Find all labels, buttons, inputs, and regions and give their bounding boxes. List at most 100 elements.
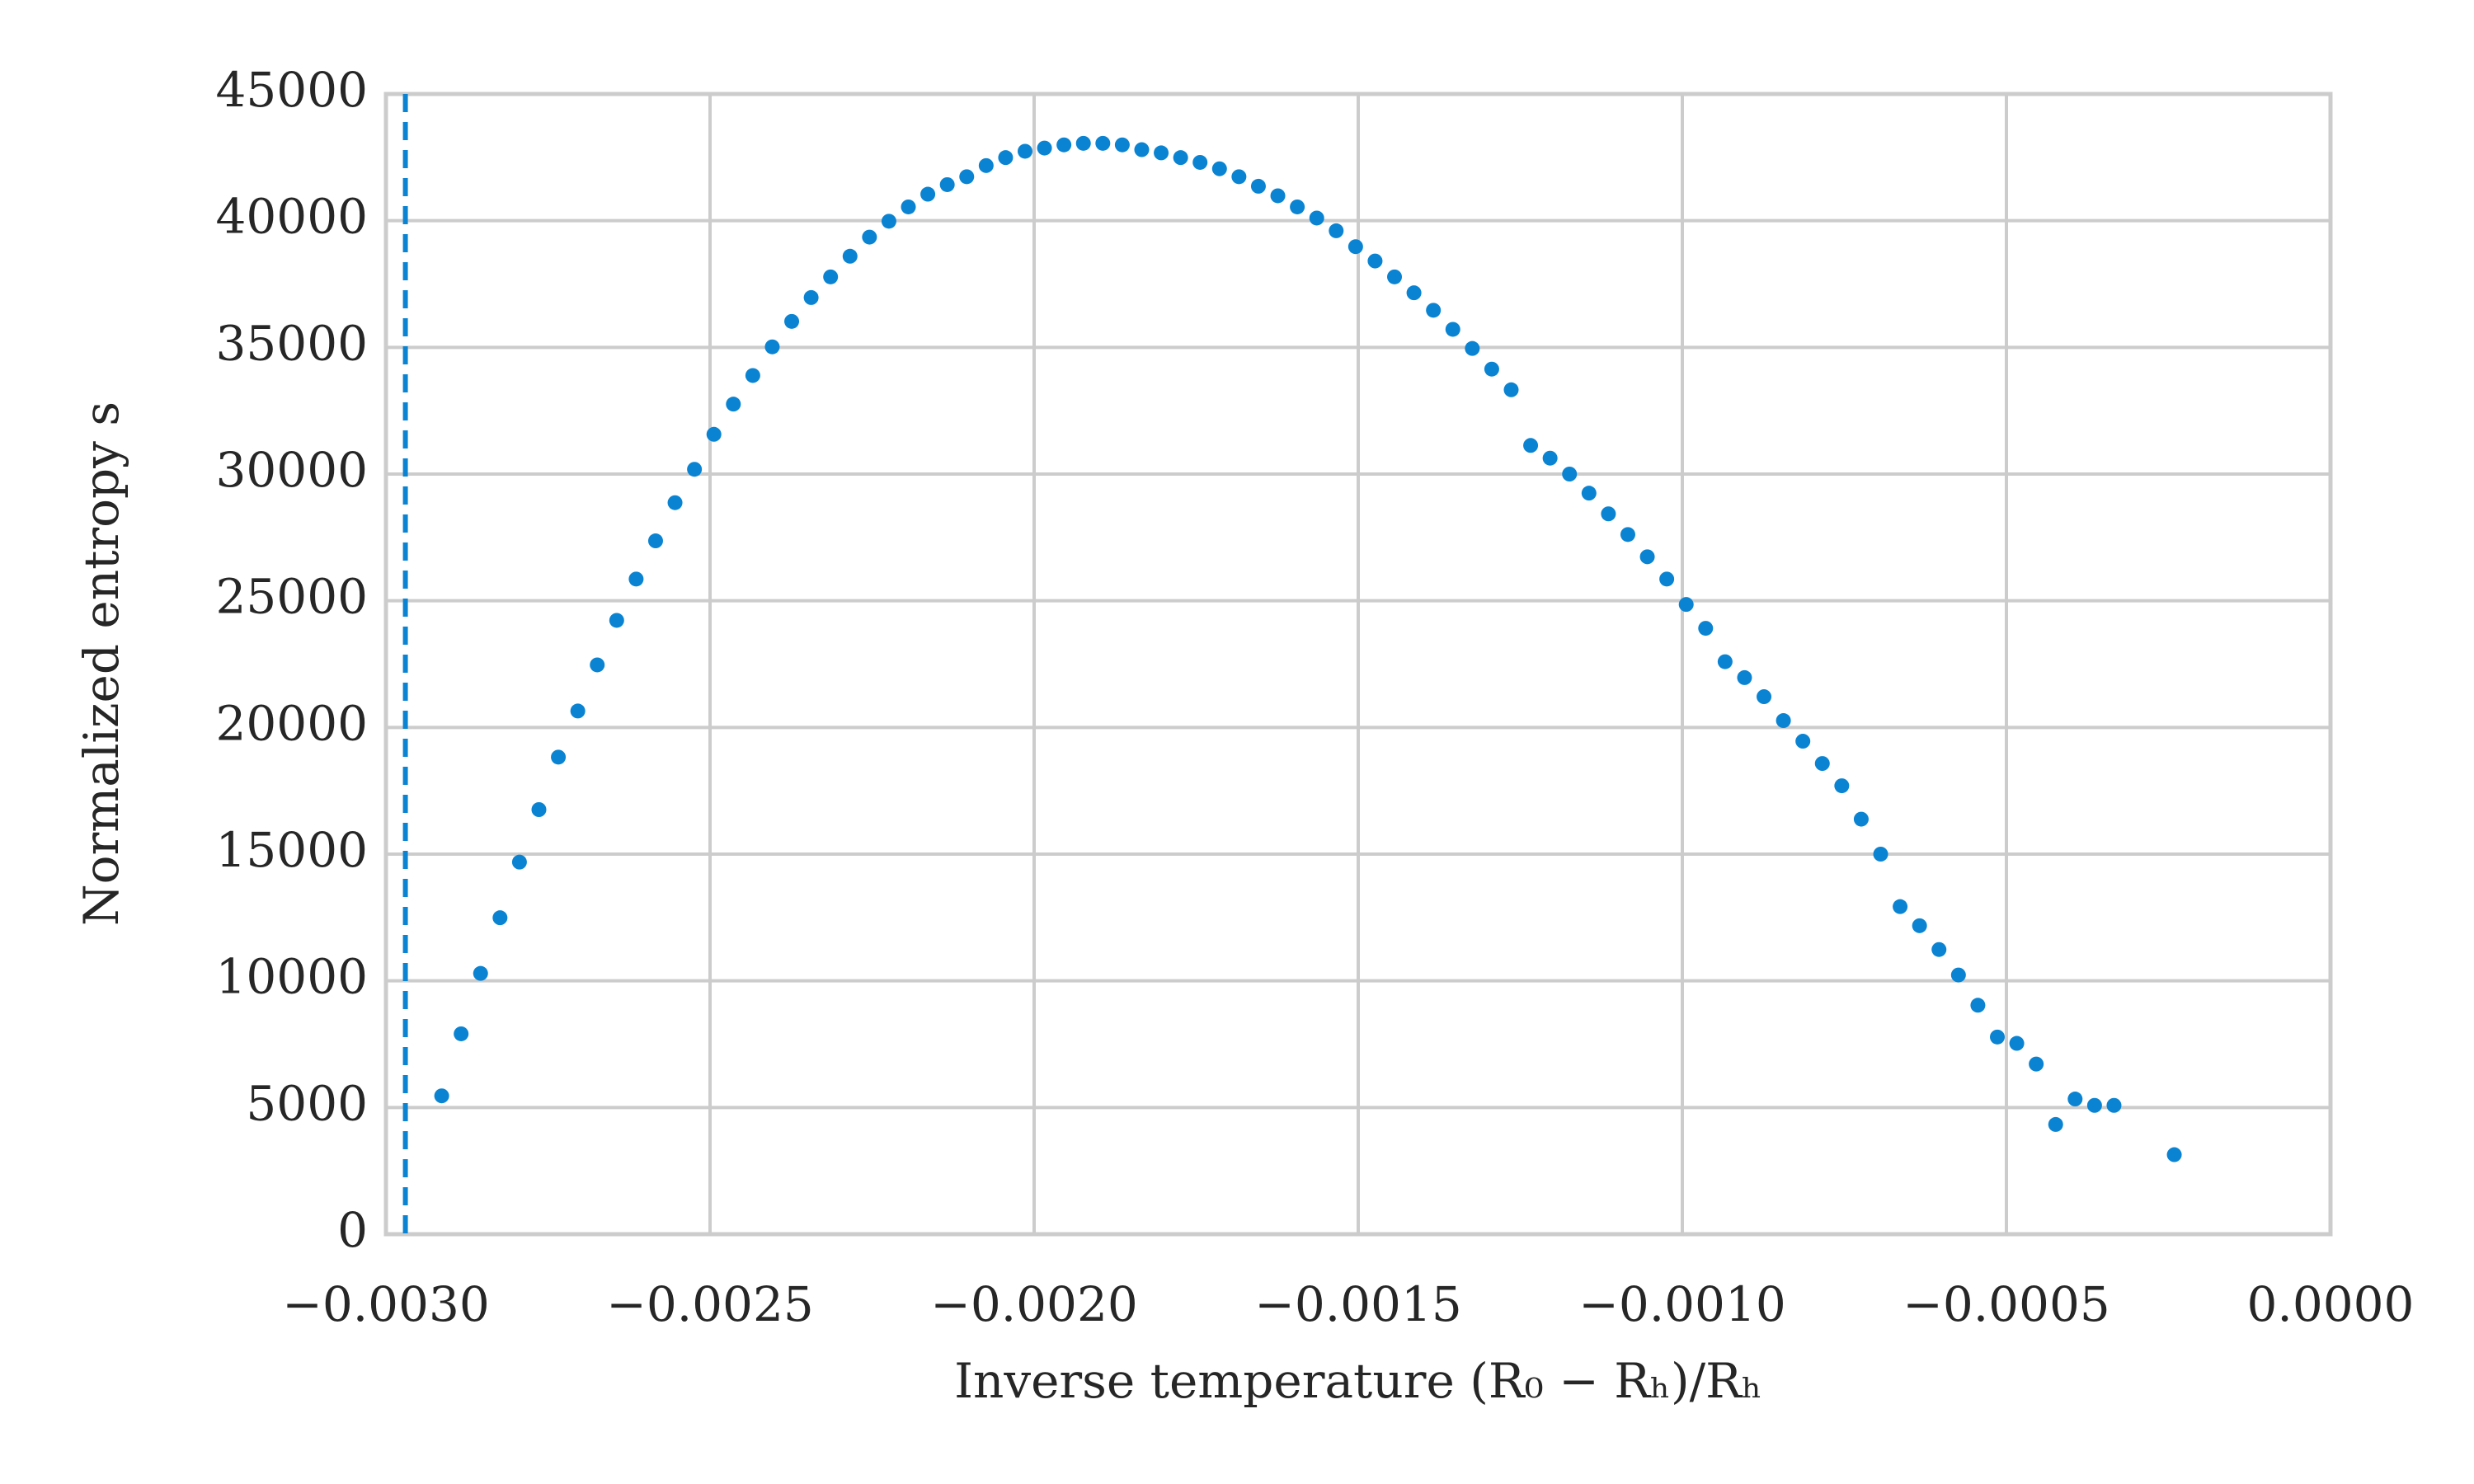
data-point [1523,438,1539,453]
plot-frame [383,92,2333,1237]
data-point [1095,135,1111,151]
data-point [1873,847,1888,862]
y-tick-label: 5000 [246,1075,368,1131]
data-point [1075,135,1091,151]
data-point [2048,1116,2063,1132]
data-point [1814,756,1830,772]
data-point [1931,942,1947,957]
data-point [1348,239,1363,255]
data-point [1445,322,1460,337]
data-point [1367,253,1383,269]
x-tick-label: −0.0025 [606,1276,814,1332]
data-point [1970,998,1986,1013]
data-point [531,802,547,818]
data-point [1853,811,1869,827]
data-point [901,199,916,214]
data-point [784,313,800,329]
data-point [667,495,683,510]
data-point [1639,549,1655,565]
x-axis-label: Inverse temperature (R₀ − Rₕ)/Rₕ [954,1353,1762,1409]
y-tick-label: 0 [337,1202,368,1258]
data-point [1134,142,1150,157]
data-point [1834,778,1850,794]
data-point [1989,1029,2005,1045]
data-point [1912,918,1927,933]
data-point [1678,597,1694,613]
data-point [842,248,858,264]
data-point [1192,154,1208,170]
data-point [2106,1097,2122,1113]
data-point [823,269,839,284]
data-point [2067,1092,2083,1107]
y-axis-label: Normalized entropy s [73,402,129,926]
data-point [1893,899,1908,914]
y-tick-label: 35000 [215,315,368,371]
data-point [609,613,624,628]
data-point [1795,734,1811,749]
data-point [1173,150,1188,166]
data-point [745,368,760,383]
x-tick-label: −0.0015 [1254,1276,1462,1332]
data-point [939,176,955,192]
x-tick-label: −0.0005 [1903,1276,2110,1332]
x-tick-label: −0.0010 [1578,1276,1786,1332]
data-point [1037,140,1052,156]
data-point [1290,199,1305,214]
data-point [1250,178,1266,194]
data-point [1231,169,1247,185]
data-point [803,289,819,305]
data-point [551,749,567,765]
data-point [862,229,877,245]
data-point [1950,967,1966,983]
y-tick-label: 40000 [215,189,368,245]
data-point [590,657,605,673]
data-point [473,965,488,981]
data-point [1601,506,1616,522]
data-point [1426,303,1442,318]
data-point [492,910,508,926]
data-point [920,186,936,202]
data-point [1329,223,1344,238]
data-point [1056,137,1072,153]
data-point [764,339,780,355]
data-point [687,462,703,477]
data-point [881,214,896,229]
data-point [2009,1036,2025,1051]
data-point [1737,669,1752,685]
y-tick-label: 25000 [215,569,368,625]
data-point [1542,450,1558,466]
data-point [628,571,644,587]
data-point [647,533,663,549]
data-point [1503,382,1519,397]
data-point [1717,654,1733,669]
data-point [1757,689,1772,705]
data-point [2029,1056,2044,1072]
data-point [1484,361,1499,377]
data-point [1309,210,1324,226]
data-point [511,854,527,870]
data-point [1465,340,1480,356]
data-point [1659,571,1675,587]
data-point [706,426,722,442]
x-tick-label: −0.0030 [282,1276,490,1332]
data-point [1211,161,1227,176]
data-point [570,703,586,719]
data-point [454,1026,469,1041]
data-point [1406,285,1422,301]
data-point [1154,145,1169,161]
data-point [959,169,975,185]
data-point [1581,486,1597,501]
data-point [1270,188,1286,204]
data-point [726,397,741,412]
y-tick-label: 30000 [215,442,368,498]
data-point [1017,143,1032,159]
y-tick-label: 20000 [215,695,368,751]
data-point [978,157,994,173]
data-point [1387,269,1403,284]
y-tick-label: 45000 [215,62,368,118]
data-point [2166,1147,2182,1162]
data-point [1698,621,1714,636]
data-point [434,1088,449,1104]
